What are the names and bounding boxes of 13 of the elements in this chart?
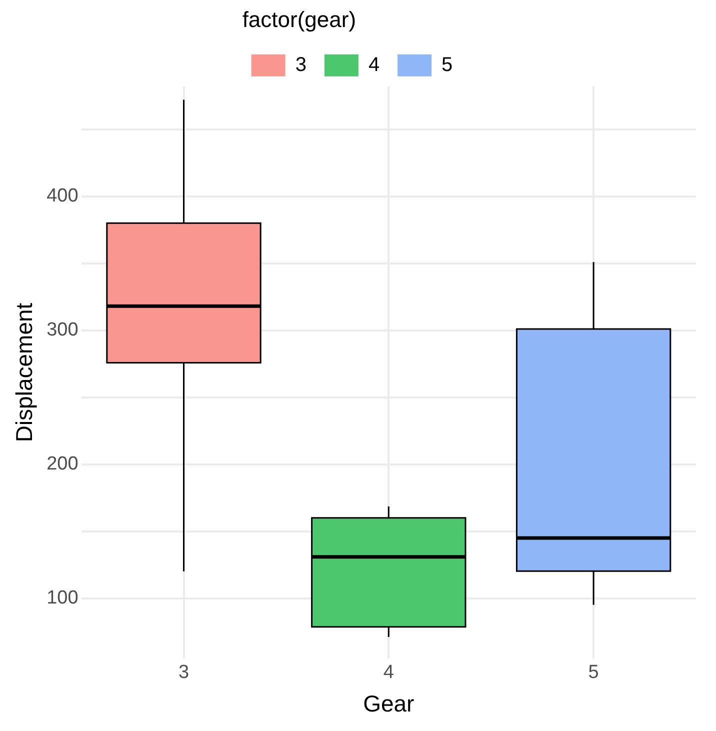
y-tick-label: 300 (46, 320, 78, 341)
legend-label: 5 (442, 54, 453, 76)
y-tick-label: 400 (46, 186, 78, 207)
y-axis-title: Displacement (11, 302, 38, 442)
y-tick-label: 200 (46, 454, 78, 475)
legend-label: 4 (368, 54, 380, 76)
x-tick-label: 3 (178, 662, 190, 684)
y-tick-label: 100 (46, 588, 78, 609)
legend-title: factor(gear) (242, 7, 356, 32)
legend-label: 3 (295, 54, 306, 76)
x-tick-label: 4 (383, 662, 394, 684)
x-tick-label: 5 (588, 662, 599, 684)
x-axis-title: Gear (363, 690, 415, 717)
